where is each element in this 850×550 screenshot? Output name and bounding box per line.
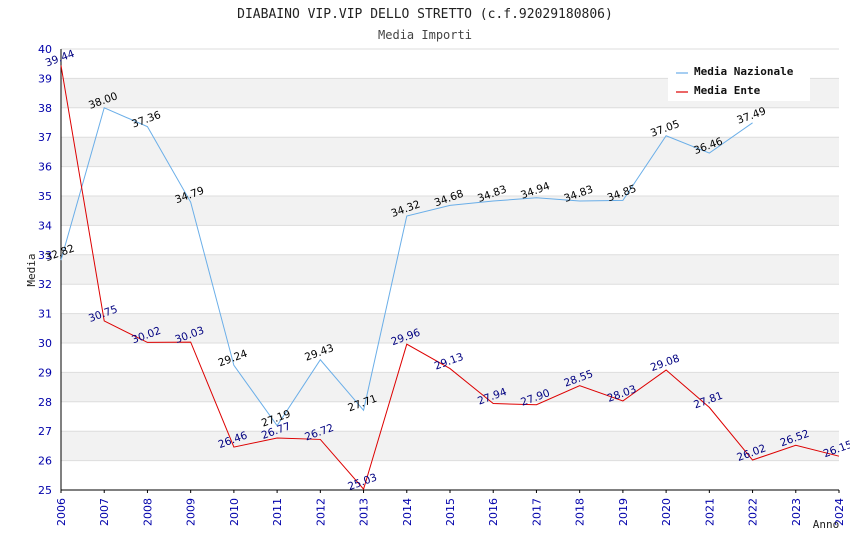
data-label: 37.36: [130, 109, 163, 131]
background-bands: [61, 78, 839, 461]
x-tick-label: 2012: [314, 498, 327, 526]
band-26: [61, 431, 839, 461]
x-tick-label: 2020: [660, 498, 673, 526]
data-label: 29.24: [217, 348, 250, 370]
y-tick-label: 33: [38, 249, 52, 262]
y-tick-label: 29: [38, 366, 52, 379]
band-32: [61, 254, 839, 285]
legend-label-media-ente: Media Ente: [694, 84, 761, 97]
y-tick-label: 32: [38, 278, 52, 291]
x-axis-label: Anno: [813, 518, 840, 531]
x-tick-label: 2011: [271, 498, 284, 526]
y-tick-label: 25: [38, 484, 52, 497]
x-tick-labels: 2006 2007 2008 2009 2010 2011 2012 2013 2014 2015…: [55, 498, 846, 526]
chart-title: DIABAINO VIP.VIP DELLO STRETTO (c.f.9202…: [237, 7, 613, 22]
x-tick-label: 2007: [98, 498, 111, 526]
legend-label-media-nazionale: Media Nazionale: [694, 65, 794, 78]
data-label: 29.13: [433, 351, 465, 373]
x-tick-label: 2006: [55, 498, 68, 526]
series-line-media-nazionale: [60, 107, 753, 427]
y-tick-label: 38: [38, 102, 52, 115]
x-tick-label: 2017: [530, 498, 543, 526]
band-34: [61, 196, 839, 226]
series-line-media-ente: [60, 65, 840, 491]
y-tick-label: 37: [38, 131, 52, 144]
band-28: [61, 372, 839, 402]
y-tick-label: 30: [38, 337, 52, 350]
y-tick-label: 34: [38, 219, 52, 232]
gridlines: [61, 48, 839, 491]
y-tick-labels: 25 26 27 28 29 30 31 32 33 34 35 36 37 38 39 40: [38, 43, 52, 497]
x-tick-label: 2008: [141, 498, 154, 526]
band-36: [61, 137, 839, 167]
x-tick-label: 2015: [444, 498, 457, 526]
x-tick-label: 2021: [703, 498, 716, 526]
y-tick-label: 28: [38, 396, 52, 409]
y-tick-label: 40: [38, 43, 52, 56]
x-tick-label: 2023: [790, 498, 803, 526]
band-30: [61, 313, 839, 343]
x-tick-label: 2019: [617, 498, 630, 526]
legend: Media Nazionale Media Ente: [668, 60, 810, 101]
y-tick-label: 27: [38, 425, 52, 438]
y-tick-label: 26: [38, 455, 52, 468]
axes: [60, 49, 840, 493]
x-tick-label: 2014: [401, 498, 414, 526]
x-tick-label: 2010: [228, 498, 241, 526]
x-tick-label: 2018: [574, 498, 587, 526]
y-axis-label: Media: [25, 253, 38, 286]
x-tick-label: 2013: [358, 498, 371, 526]
y-tick-label: 36: [38, 161, 52, 174]
x-tick-label: 2009: [185, 498, 198, 526]
y-tick-label: 35: [38, 190, 52, 203]
legend-box: [668, 60, 810, 101]
x-tick-label: 2016: [487, 498, 500, 526]
x-tick-label: 2024: [833, 498, 846, 526]
chart-subtitle: Media Importi: [378, 28, 472, 42]
y-tick-label: 31: [38, 308, 52, 321]
x-tick-label: 2022: [747, 498, 760, 526]
y-tick-label: 39: [38, 72, 52, 85]
series-lines: [60, 65, 840, 491]
